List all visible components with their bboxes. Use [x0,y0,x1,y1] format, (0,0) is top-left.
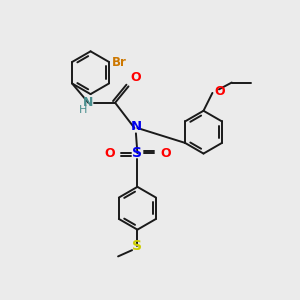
Text: O: O [160,147,171,160]
Text: O: O [104,147,115,160]
Text: Br: Br [112,56,126,68]
Text: N: N [83,96,94,109]
Text: S: S [132,239,142,253]
Text: N: N [130,120,142,133]
Text: O: O [130,71,141,84]
Text: S: S [132,146,142,160]
Text: H: H [79,105,87,115]
Text: O: O [214,85,224,98]
